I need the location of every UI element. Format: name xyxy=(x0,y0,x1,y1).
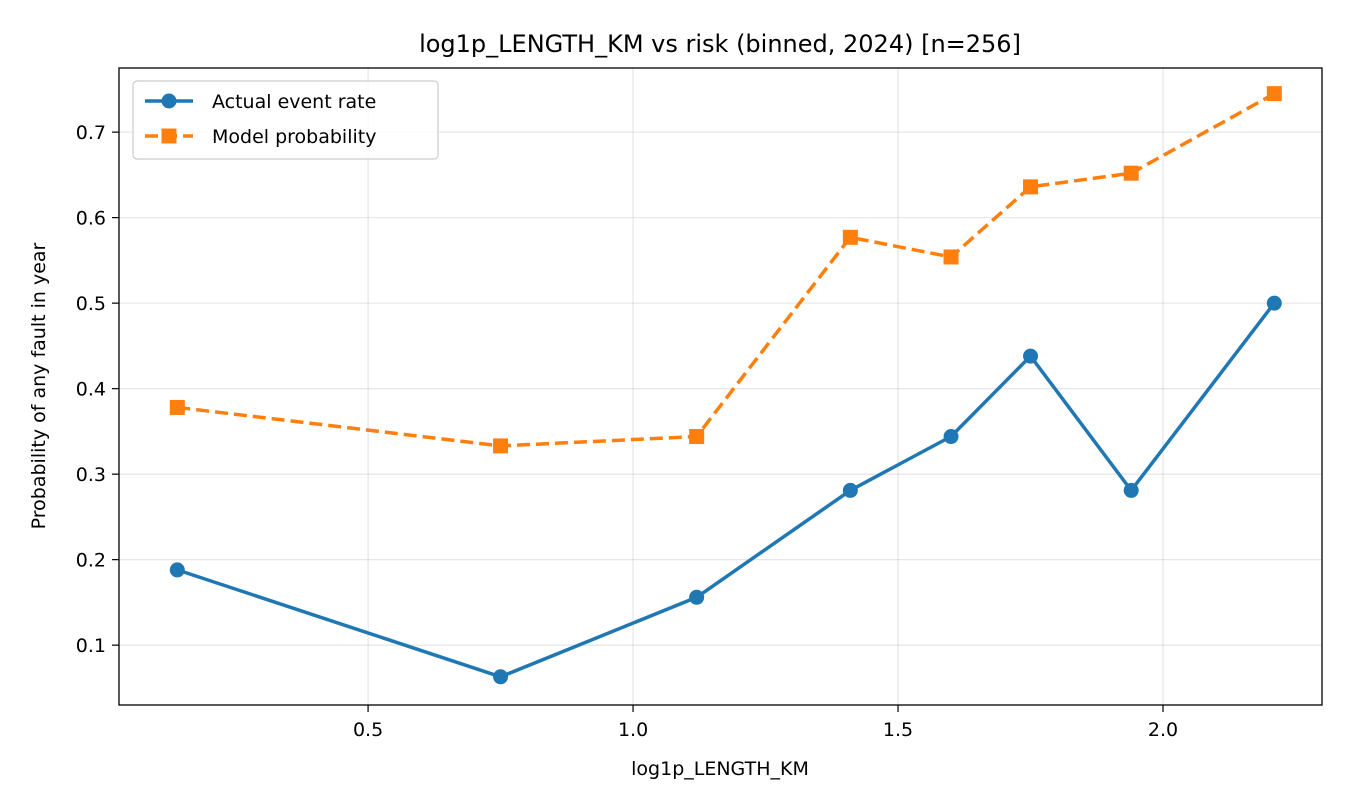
chart-title: log1p_LENGTH_KM vs risk (binned, 2024) [… xyxy=(419,30,1021,58)
series-0-point xyxy=(1023,348,1039,364)
x-tick-label: 1.0 xyxy=(618,719,648,741)
series-0-point xyxy=(842,482,858,498)
series-1-point xyxy=(1123,165,1139,181)
plot-area-frame xyxy=(118,67,1323,706)
series-0-point xyxy=(943,429,959,445)
series-line-1 xyxy=(177,92,1276,448)
series-0-point xyxy=(1123,482,1139,498)
y-tick-label: 0.7 xyxy=(76,122,106,144)
legend-label-model: Model probability xyxy=(212,126,376,148)
series-0-point xyxy=(689,589,705,605)
series-1-point xyxy=(689,429,705,445)
y-tick-label: 0.1 xyxy=(76,635,106,657)
x-axis-label: log1p_LENGTH_KM xyxy=(631,758,809,780)
series-0-point xyxy=(493,669,509,685)
legend: Actual event rate Model probability xyxy=(132,80,439,160)
y-tick-label: 0.3 xyxy=(76,464,106,486)
y-axis-label: Probability of any fault in year xyxy=(28,242,50,529)
y-tick-label: 0.5 xyxy=(76,293,106,315)
legend-marker-actual xyxy=(161,93,177,109)
series-line-0 xyxy=(176,302,1276,679)
series-1-point xyxy=(1023,179,1039,195)
x-tick-label: 1.5 xyxy=(883,719,913,741)
series-1-point xyxy=(169,399,185,415)
y-tick-label: 0.4 xyxy=(76,379,106,401)
legend-box xyxy=(132,80,439,160)
y-tick-label: 0.2 xyxy=(76,550,106,572)
x-tick-label: 0.5 xyxy=(353,719,383,741)
axis-ticks: 0.5 1.0 1.5 2.0 0.1 0.2 0.3 0.4 0.5 0.6 0.7 xyxy=(76,122,1178,741)
x-tick-label: 2.0 xyxy=(1148,719,1178,741)
legend-label-actual: Actual event rate xyxy=(212,91,376,113)
y-tick-label: 0.6 xyxy=(76,208,106,230)
series-0-point xyxy=(169,562,185,578)
legend-marker-model xyxy=(161,128,177,144)
series-1-point xyxy=(943,249,959,265)
series-1-point xyxy=(842,229,858,245)
series-1-point xyxy=(1266,86,1282,102)
series-layer xyxy=(169,86,1282,685)
series-0-point xyxy=(1266,295,1282,311)
series-1-point xyxy=(493,438,509,454)
